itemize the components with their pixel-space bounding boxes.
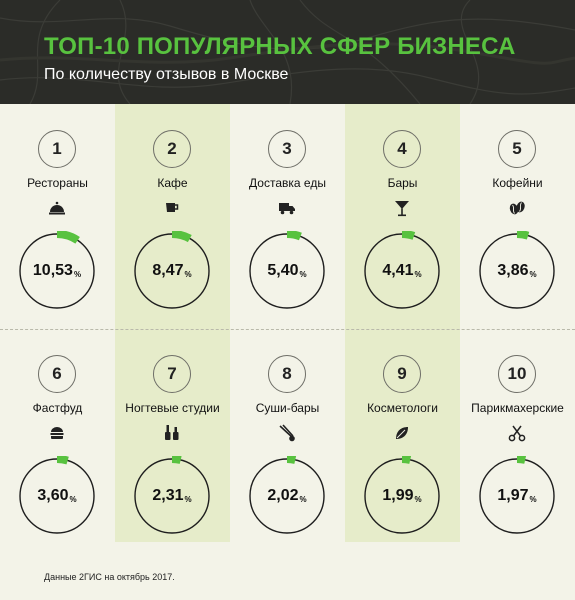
value-label: 4,41% xyxy=(362,231,442,311)
page-subtitle: По количеству отзывов в Москве xyxy=(44,66,289,83)
category-label: Суши-бары xyxy=(255,401,320,415)
value-label: 1,99% xyxy=(362,456,442,536)
value-label: 3,86% xyxy=(477,231,557,311)
value-label: 8,47% xyxy=(132,231,212,311)
chopsticks-icon xyxy=(277,423,297,443)
category-label: Рестораны xyxy=(27,176,88,190)
delivery-truck-icon xyxy=(277,198,297,218)
category-label: Кафе xyxy=(157,176,188,190)
percent-sign: % xyxy=(299,269,307,279)
rank-badge: 8 xyxy=(268,355,306,393)
category-label: Ногтевые студии xyxy=(125,401,220,415)
percent-sign: % xyxy=(184,494,192,504)
rank-badge: 1 xyxy=(38,130,76,168)
category-label: Доставка еды xyxy=(249,176,326,190)
value-arc xyxy=(247,456,327,536)
category-label: Парикмахерские xyxy=(471,401,564,415)
rank-badge: 4 xyxy=(383,130,421,168)
rank-badge: 10 xyxy=(498,355,536,393)
row-divider xyxy=(0,329,575,330)
value-ring xyxy=(477,456,557,536)
rank-badge: 3 xyxy=(268,130,306,168)
value-arc xyxy=(477,231,557,311)
value-ring xyxy=(132,231,212,311)
category-label: Фастфуд xyxy=(32,401,83,415)
value-number: 3,60 xyxy=(37,487,69,504)
category-card: 1 Рестораны 10,53% xyxy=(0,128,115,318)
percent-sign: % xyxy=(414,269,422,279)
category-card: 2 Кафе 8,47% xyxy=(115,128,230,318)
value-ring xyxy=(17,231,97,311)
value-label: 10,53% xyxy=(17,231,97,311)
percent-sign: % xyxy=(414,494,422,504)
value-number: 2,31 xyxy=(152,487,184,504)
nail-polish-icon xyxy=(162,423,182,443)
value-arc xyxy=(132,456,212,536)
value-number: 10,53 xyxy=(32,262,73,279)
value-ring xyxy=(362,456,442,536)
category-card: 8 Суши-бары 2,02% xyxy=(230,353,345,543)
category-card: 5 Кофейни 3,86% xyxy=(460,128,575,318)
category-card: 7 Ногтевые студии 2,31% xyxy=(115,353,230,543)
value-number: 3,86 xyxy=(497,262,529,279)
percent-sign: % xyxy=(184,269,192,279)
value-number: 1,97 xyxy=(497,487,529,504)
percent-sign: % xyxy=(73,269,82,279)
category-card: 3 Доставка еды 5,40% xyxy=(230,128,345,318)
category-card: 10 Парикмахерские 1,97% xyxy=(460,353,575,543)
value-ring xyxy=(17,456,97,536)
rank-badge: 6 xyxy=(38,355,76,393)
map-background xyxy=(0,0,575,104)
value-label: 2,31% xyxy=(132,456,212,536)
value-ring xyxy=(247,456,327,536)
cloche-icon xyxy=(47,198,67,218)
value-arc xyxy=(132,231,212,311)
source-note: Данные 2ГИС на октябрь 2017. xyxy=(44,572,175,582)
value-ring xyxy=(362,231,442,311)
rank-badge: 7 xyxy=(153,355,191,393)
value-label: 2,02% xyxy=(247,456,327,536)
scissors-icon xyxy=(507,423,527,443)
value-number: 4,41 xyxy=(382,262,414,279)
value-arc xyxy=(247,231,327,311)
value-number: 1,99 xyxy=(382,487,414,504)
value-ring xyxy=(477,231,557,311)
value-arc xyxy=(362,456,442,536)
category-card: 9 Косметологи 1,99% xyxy=(345,353,460,543)
value-number: 2,02 xyxy=(267,487,299,504)
category-card: 4 Бары 4,41% xyxy=(345,128,460,318)
value-label: 3,60% xyxy=(17,456,97,536)
page-title: ТОП-10 ПОПУЛЯРНЫХ СФЕР БИЗНЕСА xyxy=(44,33,516,60)
value-arc xyxy=(362,231,442,311)
value-ring xyxy=(132,456,212,536)
rank-badge: 2 xyxy=(153,130,191,168)
percent-sign: % xyxy=(299,494,307,504)
coffee-bean-icon xyxy=(507,198,527,218)
value-arc xyxy=(17,456,97,536)
burger-icon xyxy=(47,423,67,443)
rank-badge: 5 xyxy=(498,130,536,168)
leaf-icon xyxy=(392,423,412,443)
category-card: 6 Фастфуд 3,60% xyxy=(0,353,115,543)
category-label: Кофейни xyxy=(492,176,543,190)
percent-sign: % xyxy=(69,494,77,504)
value-arc xyxy=(477,456,557,536)
percent-sign: % xyxy=(529,494,537,504)
value-ring xyxy=(247,231,327,311)
value-number: 5,40 xyxy=(267,262,299,279)
cocktail-glass-icon xyxy=(392,198,412,218)
value-number: 8,47 xyxy=(152,262,184,279)
percent-sign: % xyxy=(529,269,537,279)
value-label: 1,97% xyxy=(477,456,557,536)
rank-badge: 9 xyxy=(383,355,421,393)
value-arc xyxy=(17,231,97,311)
value-label: 5,40% xyxy=(247,231,327,311)
category-label: Косметологи xyxy=(367,401,438,415)
category-label: Бары xyxy=(387,176,418,190)
header-banner: ТОП-10 ПОПУЛЯРНЫХ СФЕР БИЗНЕСА По количе… xyxy=(0,0,575,104)
coffee-cup-icon xyxy=(162,198,182,218)
